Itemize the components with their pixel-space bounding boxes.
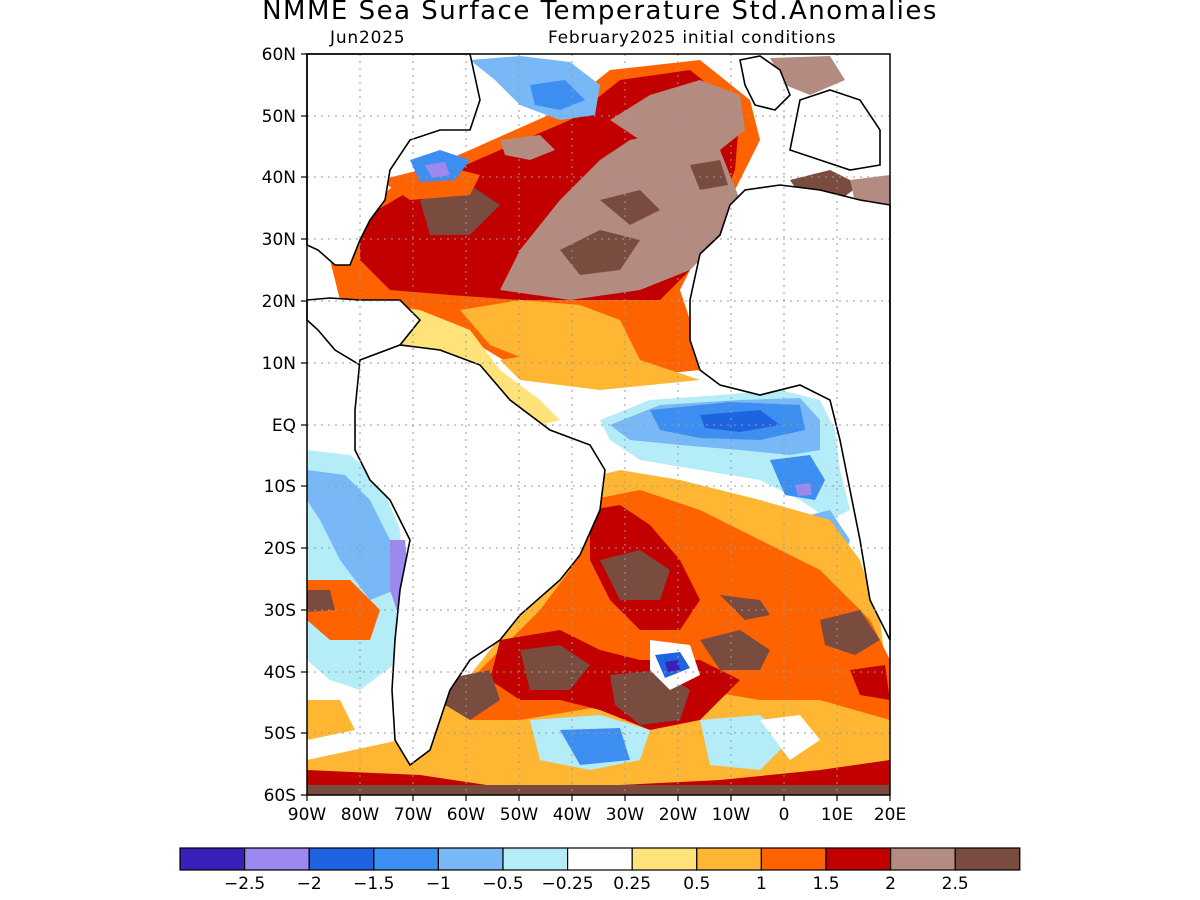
map-title: NMME Sea Surface Temperature Std.Anomali… <box>262 0 938 26</box>
colorbar-label: 2 <box>885 874 896 894</box>
tick-marks <box>301 53 891 801</box>
europe <box>789 89 881 171</box>
lon-label: 50W <box>500 805 539 825</box>
initial-conditions: February2025 initial conditions <box>548 28 837 48</box>
lon-label: 40W <box>553 805 592 825</box>
colorbar-label: 1 <box>756 874 767 894</box>
lat-label: 50S <box>264 724 296 744</box>
colorbar-swatch <box>954 847 1021 871</box>
lat-label: 30N <box>262 230 296 250</box>
colorbar-label: 2.5 <box>942 874 969 894</box>
north-america <box>306 53 481 266</box>
lat-label: 50N <box>262 107 296 127</box>
colorbar-swatch <box>631 847 698 871</box>
colorbar-swatch <box>825 847 892 871</box>
colorbar-swatch <box>760 847 827 871</box>
lat-labels: 60N 50N 40N 30N 20N 10N EQ 10S 20S 30S 4… <box>262 45 296 806</box>
colorbar-label: 0.5 <box>683 874 710 894</box>
colorbar-swatch <box>373 847 439 871</box>
lon-label: 10E <box>821 805 853 825</box>
colorbar-swatch <box>308 847 375 871</box>
colorbar-label: 1.5 <box>812 874 839 894</box>
lon-label: 0 <box>779 805 790 825</box>
colorbar-label: −2.5 <box>224 874 265 894</box>
british-isles <box>739 55 791 111</box>
colorbar-label: −2 <box>297 874 322 894</box>
forecast-month: Jun2025 <box>330 28 406 48</box>
africa <box>689 184 891 641</box>
lat-label: 10S <box>264 477 296 497</box>
colorbar-swatch <box>696 847 762 871</box>
lat-label: 60N <box>262 45 296 65</box>
colorbar-swatch <box>889 847 956 871</box>
lat-label: 40N <box>262 168 296 188</box>
colorbar-label: −0.25 <box>542 874 594 894</box>
lat-label: 30S <box>264 601 296 621</box>
lon-label: 80W <box>341 805 380 825</box>
colorbar-label: −0.5 <box>482 874 523 894</box>
lon-label: 60W <box>447 805 486 825</box>
gridlines <box>307 54 890 795</box>
south-america <box>354 344 606 767</box>
colorbar-label: −1.5 <box>353 874 394 894</box>
lon-label: 20E <box>874 805 906 825</box>
colorbar-label: 0.25 <box>613 874 651 894</box>
colorbar-label: −1 <box>426 874 451 894</box>
lon-label: 20W <box>659 805 698 825</box>
colorbar-swatch <box>437 847 504 871</box>
lon-labels: 90W 80W 70W 60W 50W 40W 30W 20W 10W 0 10… <box>288 805 906 825</box>
lon-label: 10W <box>712 805 751 825</box>
lon-label: 70W <box>394 805 433 825</box>
lat-label: EQ <box>272 416 296 436</box>
lat-label: 10N <box>262 354 296 374</box>
lon-label: 90W <box>288 805 327 825</box>
colorbar-swatch <box>179 847 246 871</box>
lat-label: 20S <box>264 539 296 559</box>
colorbar-swatch <box>566 847 633 871</box>
colorbar <box>179 847 1021 871</box>
lat-label: 40S <box>264 663 296 683</box>
lon-label: 30W <box>606 805 645 825</box>
lat-label: 60S <box>264 786 296 806</box>
colorbar-swatch <box>244 847 310 871</box>
lat-label: 20N <box>262 292 296 312</box>
land-masses <box>306 53 891 767</box>
colorbar-swatch <box>502 847 569 871</box>
colorbar-labels: −2.5 −2 −1.5 −1 −0.5 −0.25 0.25 0.5 1 1.… <box>224 874 969 894</box>
